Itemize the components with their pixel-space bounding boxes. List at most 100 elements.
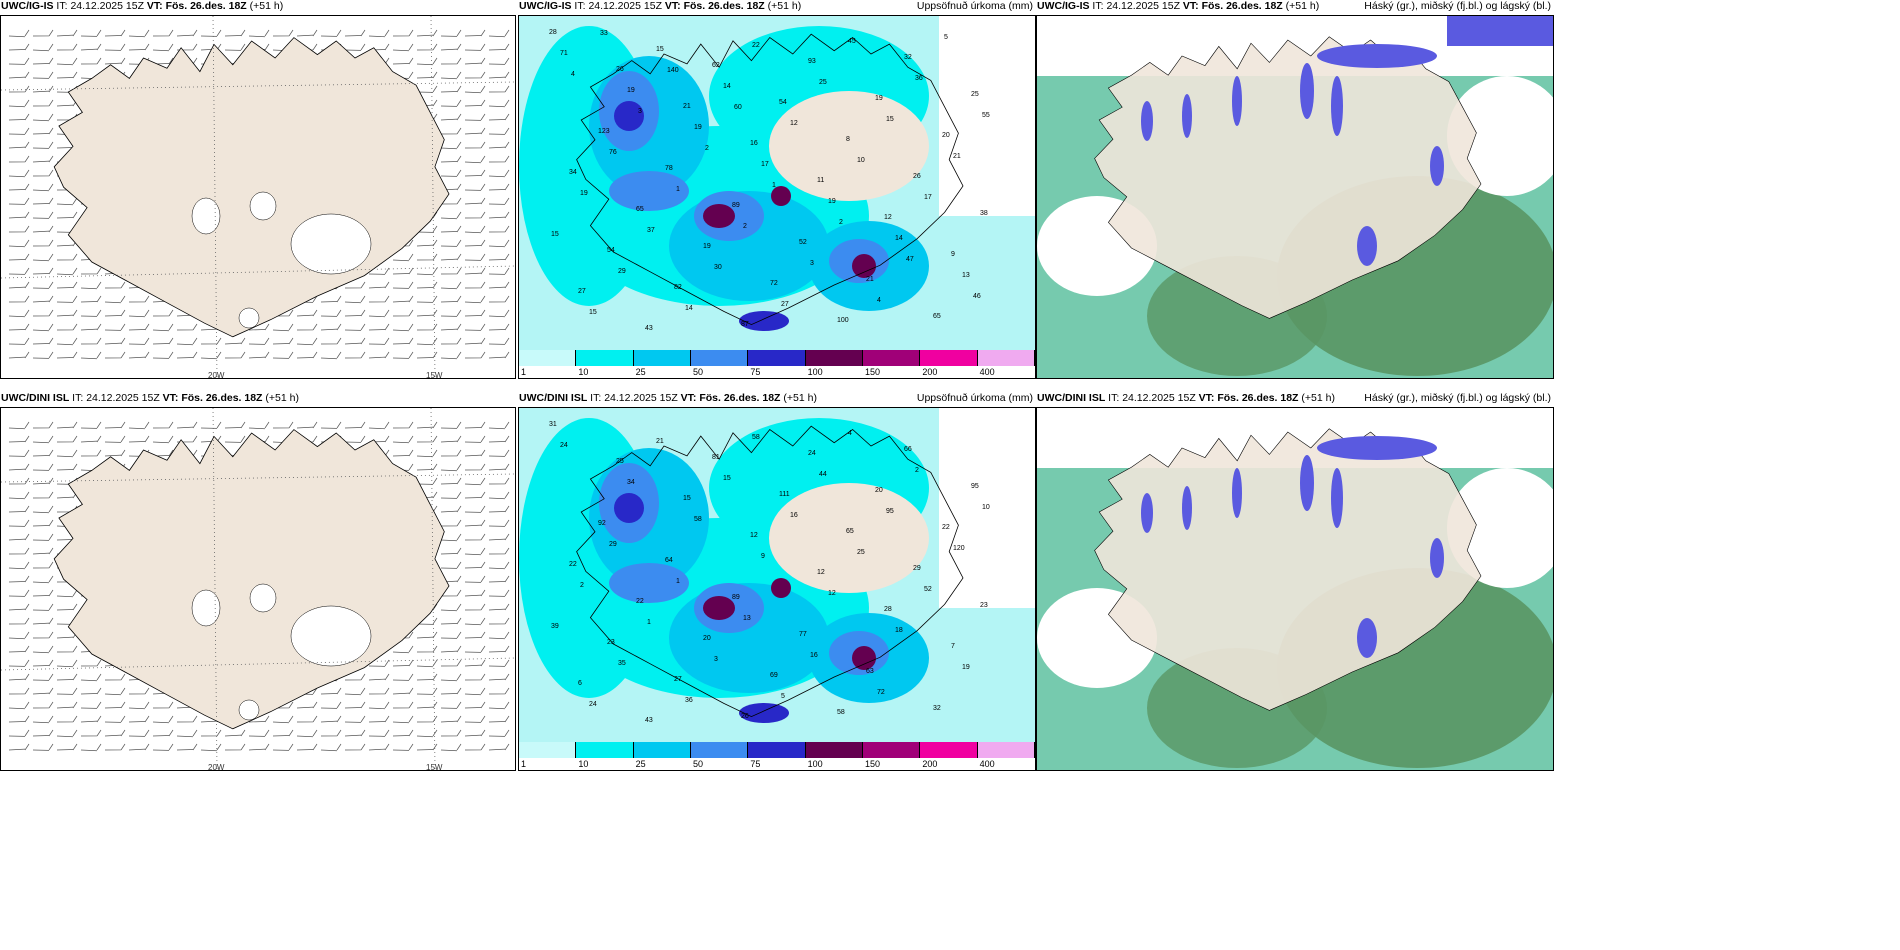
precip-fields	[519, 408, 1035, 723]
precip-value: 64	[665, 557, 673, 564]
precip-value: 52	[924, 586, 932, 593]
precip-value: 58	[837, 709, 845, 716]
precip-value: 1	[676, 186, 680, 193]
precip-map-panel-2: UWC/DINI ISL IT: 24.12.2025 15Z VT: Fös.…	[518, 392, 1036, 771]
legend-tick: 100	[807, 759, 823, 769]
precip-value: 27	[674, 676, 682, 683]
wind-map-panel-1: UWC/IG-IS IT: 24.12.2025 15Z VT: Fös. 26…	[0, 0, 516, 380]
legend-swatch	[863, 350, 921, 366]
precip-value: 12	[828, 590, 836, 597]
precip-value: 46	[973, 293, 981, 300]
wind-map	[1, 408, 515, 770]
legend-tick: 50	[693, 367, 704, 377]
legend-swatch	[691, 742, 749, 758]
precip-value: 26	[913, 173, 921, 180]
precip-value: 3	[638, 108, 642, 115]
legend-tick: 25	[635, 759, 646, 769]
precip-value: 72	[877, 689, 885, 696]
precip-value: 52	[799, 239, 807, 246]
legend-swatch	[748, 742, 806, 758]
precip-value: 4	[571, 71, 575, 78]
precip-value: 17	[924, 194, 932, 201]
precip-value: 21	[953, 153, 961, 160]
precip-value: 12	[817, 569, 825, 576]
precip-value: 39	[551, 623, 559, 630]
precip-value: 14	[723, 83, 731, 90]
cloud-map-subtitle-1: Háský (gr.), miðský (fj.bl.) og lágský (…	[1364, 0, 1551, 12]
precip-value: 25	[971, 91, 979, 98]
precip-value: 27	[781, 301, 789, 308]
precip-value: 36	[685, 697, 693, 704]
precip-value: 24	[808, 450, 816, 457]
precip-value: 1	[772, 182, 776, 189]
precip-value: 54	[607, 247, 615, 254]
precip-fields	[519, 16, 1035, 331]
precip-value: 15	[656, 46, 664, 53]
legend-tick: 1	[521, 759, 527, 769]
precip-value: 21	[866, 276, 874, 283]
precip-map-title-1: UWC/IG-IS IT: 24.12.2025 15Z VT: Fös. 26…	[519, 0, 802, 12]
lon-label-15w: 15W	[426, 763, 443, 772]
precip-value: 15	[589, 309, 597, 316]
precip-value: 89	[732, 202, 740, 209]
precip-value: 15	[723, 475, 731, 482]
precip-value: 55	[982, 112, 990, 119]
precip-value: 25	[857, 549, 865, 556]
precip-value: 2	[839, 219, 843, 226]
precip-value: 38	[980, 210, 988, 217]
precip-value: 15	[886, 116, 894, 123]
precip-value: 11	[817, 177, 824, 184]
legend-tick: 25	[635, 367, 646, 377]
precip-value: 65	[846, 528, 854, 535]
precip-value: 45	[848, 38, 856, 45]
precip-legend-2: 1 10 25 50 75 100 150 200 400	[519, 742, 1035, 770]
legend-tick: 100	[807, 367, 823, 377]
precip-value: 12	[790, 120, 798, 127]
precip-legend-1: 1 10 25 50 75 100 150 200 400	[519, 350, 1035, 378]
precip-value: 14	[895, 235, 903, 242]
precip-value: 19	[627, 87, 635, 94]
precip-value: 32	[904, 54, 912, 61]
precip-value: 23	[980, 602, 988, 609]
precip-value: 72	[770, 280, 778, 287]
precip-value: 18	[895, 627, 903, 634]
wind-map	[1, 16, 515, 378]
precip-value: 29	[618, 268, 626, 275]
precip-value: 3	[714, 656, 718, 663]
wind-map-panel-2: UWC/DINI ISL IT: 24.12.2025 15Z VT: Fös.…	[0, 392, 516, 772]
legend-tick: 200	[922, 759, 938, 769]
precip-value: 15	[683, 495, 691, 502]
precip-value: 10	[982, 504, 990, 511]
precip-value: 13	[743, 615, 751, 622]
precip-value: 34	[569, 169, 577, 176]
cloud-map-title-1: UWC/IG-IS IT: 24.12.2025 15Z VT: Fös. 26…	[1037, 0, 1320, 12]
precip-value: 37	[647, 227, 655, 234]
precip-value: 4	[877, 297, 881, 304]
legend-tick: 1	[521, 367, 527, 377]
legend-tick: 50	[693, 759, 704, 769]
precip-value: 78	[665, 165, 673, 172]
legend-swatch	[519, 742, 577, 758]
precip-value: 2	[705, 145, 709, 152]
precip-value: 16	[810, 652, 818, 659]
precip-value: 17	[761, 161, 769, 168]
precip-value: 12	[884, 214, 892, 221]
cloud-map-title-2: UWC/DINI ISL IT: 24.12.2025 15Z VT: Fös.…	[1037, 392, 1335, 404]
precip-value: 28	[884, 606, 892, 613]
precip-value: 82	[674, 284, 682, 291]
precip-value: 23	[607, 639, 615, 646]
precip-value: 111	[779, 491, 790, 498]
precip-value: 2	[915, 467, 919, 474]
precip-value: 69	[770, 672, 778, 679]
precip-map-subtitle-1: Uppsöfnuð úrkoma (mm)	[916, 0, 1033, 12]
legend-swatch	[977, 350, 1035, 366]
precip-value: 21	[683, 103, 691, 110]
precip-value: 54	[779, 99, 787, 106]
wind-map-title-2: UWC/DINI ISL IT: 24.12.2025 15Z VT: Fös.…	[1, 392, 299, 404]
precip-value: 24	[560, 442, 568, 449]
precip-value: 1	[647, 619, 651, 626]
precip-value: 81	[712, 454, 720, 461]
precip-value: 87	[741, 321, 749, 328]
precip-map: 2826211611129274362548263854828793192034…	[519, 16, 1035, 350]
cloud-map	[1037, 408, 1553, 770]
